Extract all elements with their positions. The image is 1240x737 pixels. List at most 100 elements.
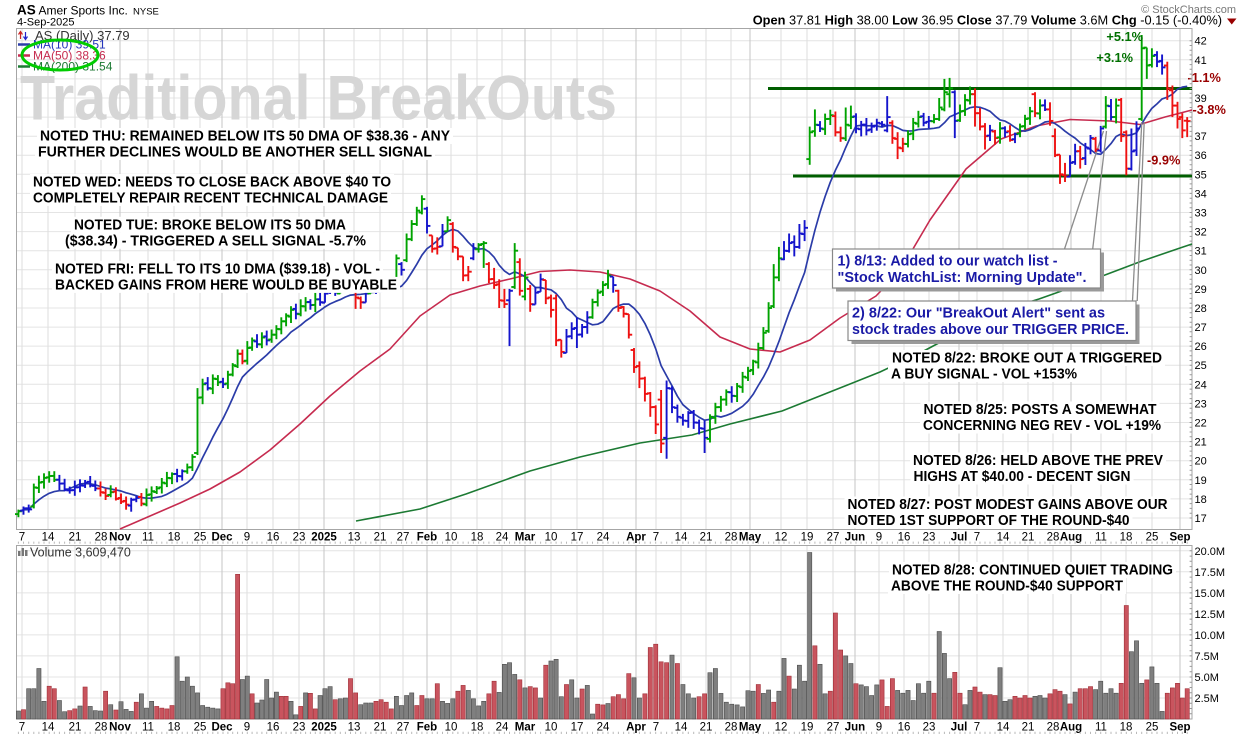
svg-text:Feb: Feb [417,722,437,734]
svg-text:10: 10 [545,722,558,734]
svg-text:2) 8/22: Our "BreakOut Alert": 2) 8/22: Our "BreakOut Alert" sent as [852,306,1105,322]
svg-text:Jun: Jun [845,532,865,544]
svg-text:NOTED FRI: FELL TO ITS 10 DMA: NOTED FRI: FELL TO ITS 10 DMA ($39.18) -… [55,261,380,277]
svg-text:NOTED 8/27: POST MODEST GAINS: NOTED 8/27: POST MODEST GAINS ABOVE OUR [848,497,1168,513]
svg-text:2025: 2025 [311,722,337,734]
svg-text:COMPLETELY REPAIR RECENT TECHN: COMPLETELY REPAIR RECENT TECHNICAL DAMAG… [33,191,388,207]
svg-text:24: 24 [597,722,610,734]
svg-text:13: 13 [348,532,361,544]
svg-text:39: 39 [1195,93,1207,105]
svg-text:19: 19 [1195,475,1207,487]
svg-text:-9.9%: -9.9% [1147,153,1181,168]
svg-text:May: May [739,722,762,734]
svg-text:17.5M: 17.5M [1195,567,1226,579]
svg-text:7: 7 [974,722,980,734]
svg-text:AS: AS [17,3,36,18]
svg-text:17: 17 [571,532,584,544]
svg-text:NOTED 8/26: HELD ABOVE THE PRE: NOTED 8/26: HELD ABOVE THE PREV [913,453,1163,469]
svg-text:26: 26 [1195,341,1207,353]
svg-text:NOTED 1ST SUPPORT OF THE ROUND: NOTED 1ST SUPPORT OF THE ROUND-$40 [848,513,1130,529]
svg-text:7: 7 [19,532,25,544]
svg-text:7: 7 [653,532,659,544]
svg-text:18: 18 [1120,532,1133,544]
svg-text:36: 36 [1195,150,1207,162]
svg-text:17: 17 [1195,513,1207,525]
svg-text:24: 24 [496,722,509,734]
svg-text:24: 24 [597,532,610,544]
svg-text:2.5M: 2.5M [1195,693,1219,705]
svg-text:13: 13 [348,722,361,734]
svg-text:Jun: Jun [845,722,865,734]
svg-text:9: 9 [876,722,882,734]
svg-text:9: 9 [244,532,250,544]
svg-text:25: 25 [1146,722,1159,734]
svg-text:27: 27 [397,532,410,544]
svg-text:May: May [739,532,762,544]
svg-text:24: 24 [1195,379,1207,391]
svg-text:27: 27 [1195,322,1207,334]
svg-text:© StockCharts.com: © StockCharts.com [1141,4,1236,16]
svg-text:14: 14 [675,532,688,544]
svg-text:Dec: Dec [211,722,233,734]
svg-text:Mar: Mar [515,722,536,734]
svg-text:+3.1%: +3.1% [1096,50,1133,65]
svg-text:($38.34) - TRIGGERED A SELL SI: ($38.34) - TRIGGERED A SELL SIGNAL -5.7% [65,233,366,249]
svg-text:35: 35 [1195,169,1207,181]
svg-text:16: 16 [267,722,280,734]
svg-text:7.5M: 7.5M [1195,651,1219,663]
svg-text:27: 27 [827,532,840,544]
svg-text:MA(50) 38.36: MA(50) 38.36 [33,49,106,63]
svg-text:16: 16 [898,532,911,544]
svg-text:NOTED WED: NEEDS TO CLOSE BACK: NOTED WED: NEEDS TO CLOSE BACK ABOVE $40… [33,175,391,191]
svg-text:Nov: Nov [109,532,131,544]
svg-text:1) 8/13: Added to our watch li: 1) 8/13: Added to our watch list - [838,254,1058,270]
svg-text:23: 23 [1195,398,1207,410]
svg-text:NOTED 8/25: POSTS A SOMEWHAT: NOTED 8/25: POSTS A SOMEWHAT [924,402,1157,418]
svg-text:Open 37.81 High 38.00 Low 36.9: Open 37.81 High 38.00 Low 36.95 Close 37… [753,13,1222,28]
svg-text:-1.1%: -1.1% [1188,70,1222,85]
svg-text:29: 29 [1195,284,1207,296]
svg-text:21: 21 [700,532,713,544]
svg-text:18: 18 [1195,494,1207,506]
svg-text:stock trades above our TRIGGER: stock trades above our TRIGGER PRICE. [852,322,1129,338]
svg-text:41: 41 [1195,55,1207,67]
svg-text:+5.1%: +5.1% [1106,29,1143,44]
svg-text:Volume 3,609,470: Volume 3,609,470 [30,546,131,560]
svg-text:CONCERNING NEG REV - VOL +19%: CONCERNING NEG REV - VOL +19% [923,418,1161,434]
svg-text:24: 24 [496,532,509,544]
svg-text:14: 14 [997,722,1010,734]
svg-text:14: 14 [42,532,55,544]
svg-text:31: 31 [1195,246,1207,258]
svg-text:10: 10 [445,532,458,544]
svg-text:23: 23 [923,722,936,734]
svg-text:32: 32 [1195,227,1207,239]
svg-text:22: 22 [1195,418,1207,430]
svg-text:11: 11 [142,532,154,544]
svg-text:NOTED 8/22: BROKE OUT A TRIGGE: NOTED 8/22: BROKE OUT A TRIGGERED [892,351,1162,367]
svg-text:25: 25 [1195,360,1207,372]
svg-text:7: 7 [974,532,980,544]
svg-text:14: 14 [675,722,688,734]
svg-text:14: 14 [997,532,1010,544]
svg-text:23: 23 [293,722,306,734]
svg-text:28: 28 [1047,722,1060,734]
svg-text:10: 10 [445,722,458,734]
svg-text:42: 42 [1195,36,1207,48]
svg-text:17: 17 [571,722,584,734]
svg-text:16: 16 [898,722,911,734]
svg-text:21: 21 [69,722,82,734]
svg-text:12.5M: 12.5M [1195,609,1226,621]
svg-text:14: 14 [42,722,55,734]
svg-text:27: 27 [827,722,840,734]
svg-text:10.0M: 10.0M [1195,630,1226,642]
svg-text:7: 7 [653,722,659,734]
svg-text:25: 25 [194,532,207,544]
svg-text:21: 21 [700,722,713,734]
svg-text:30: 30 [1195,265,1207,277]
svg-text:28: 28 [1195,303,1207,315]
svg-text:21: 21 [374,532,387,544]
svg-text:Jul: Jul [951,722,968,734]
svg-text:20: 20 [1195,456,1207,468]
svg-text:Amer Sports Inc.: Amer Sports Inc. [39,4,128,18]
svg-text:Sep: Sep [1169,722,1190,734]
